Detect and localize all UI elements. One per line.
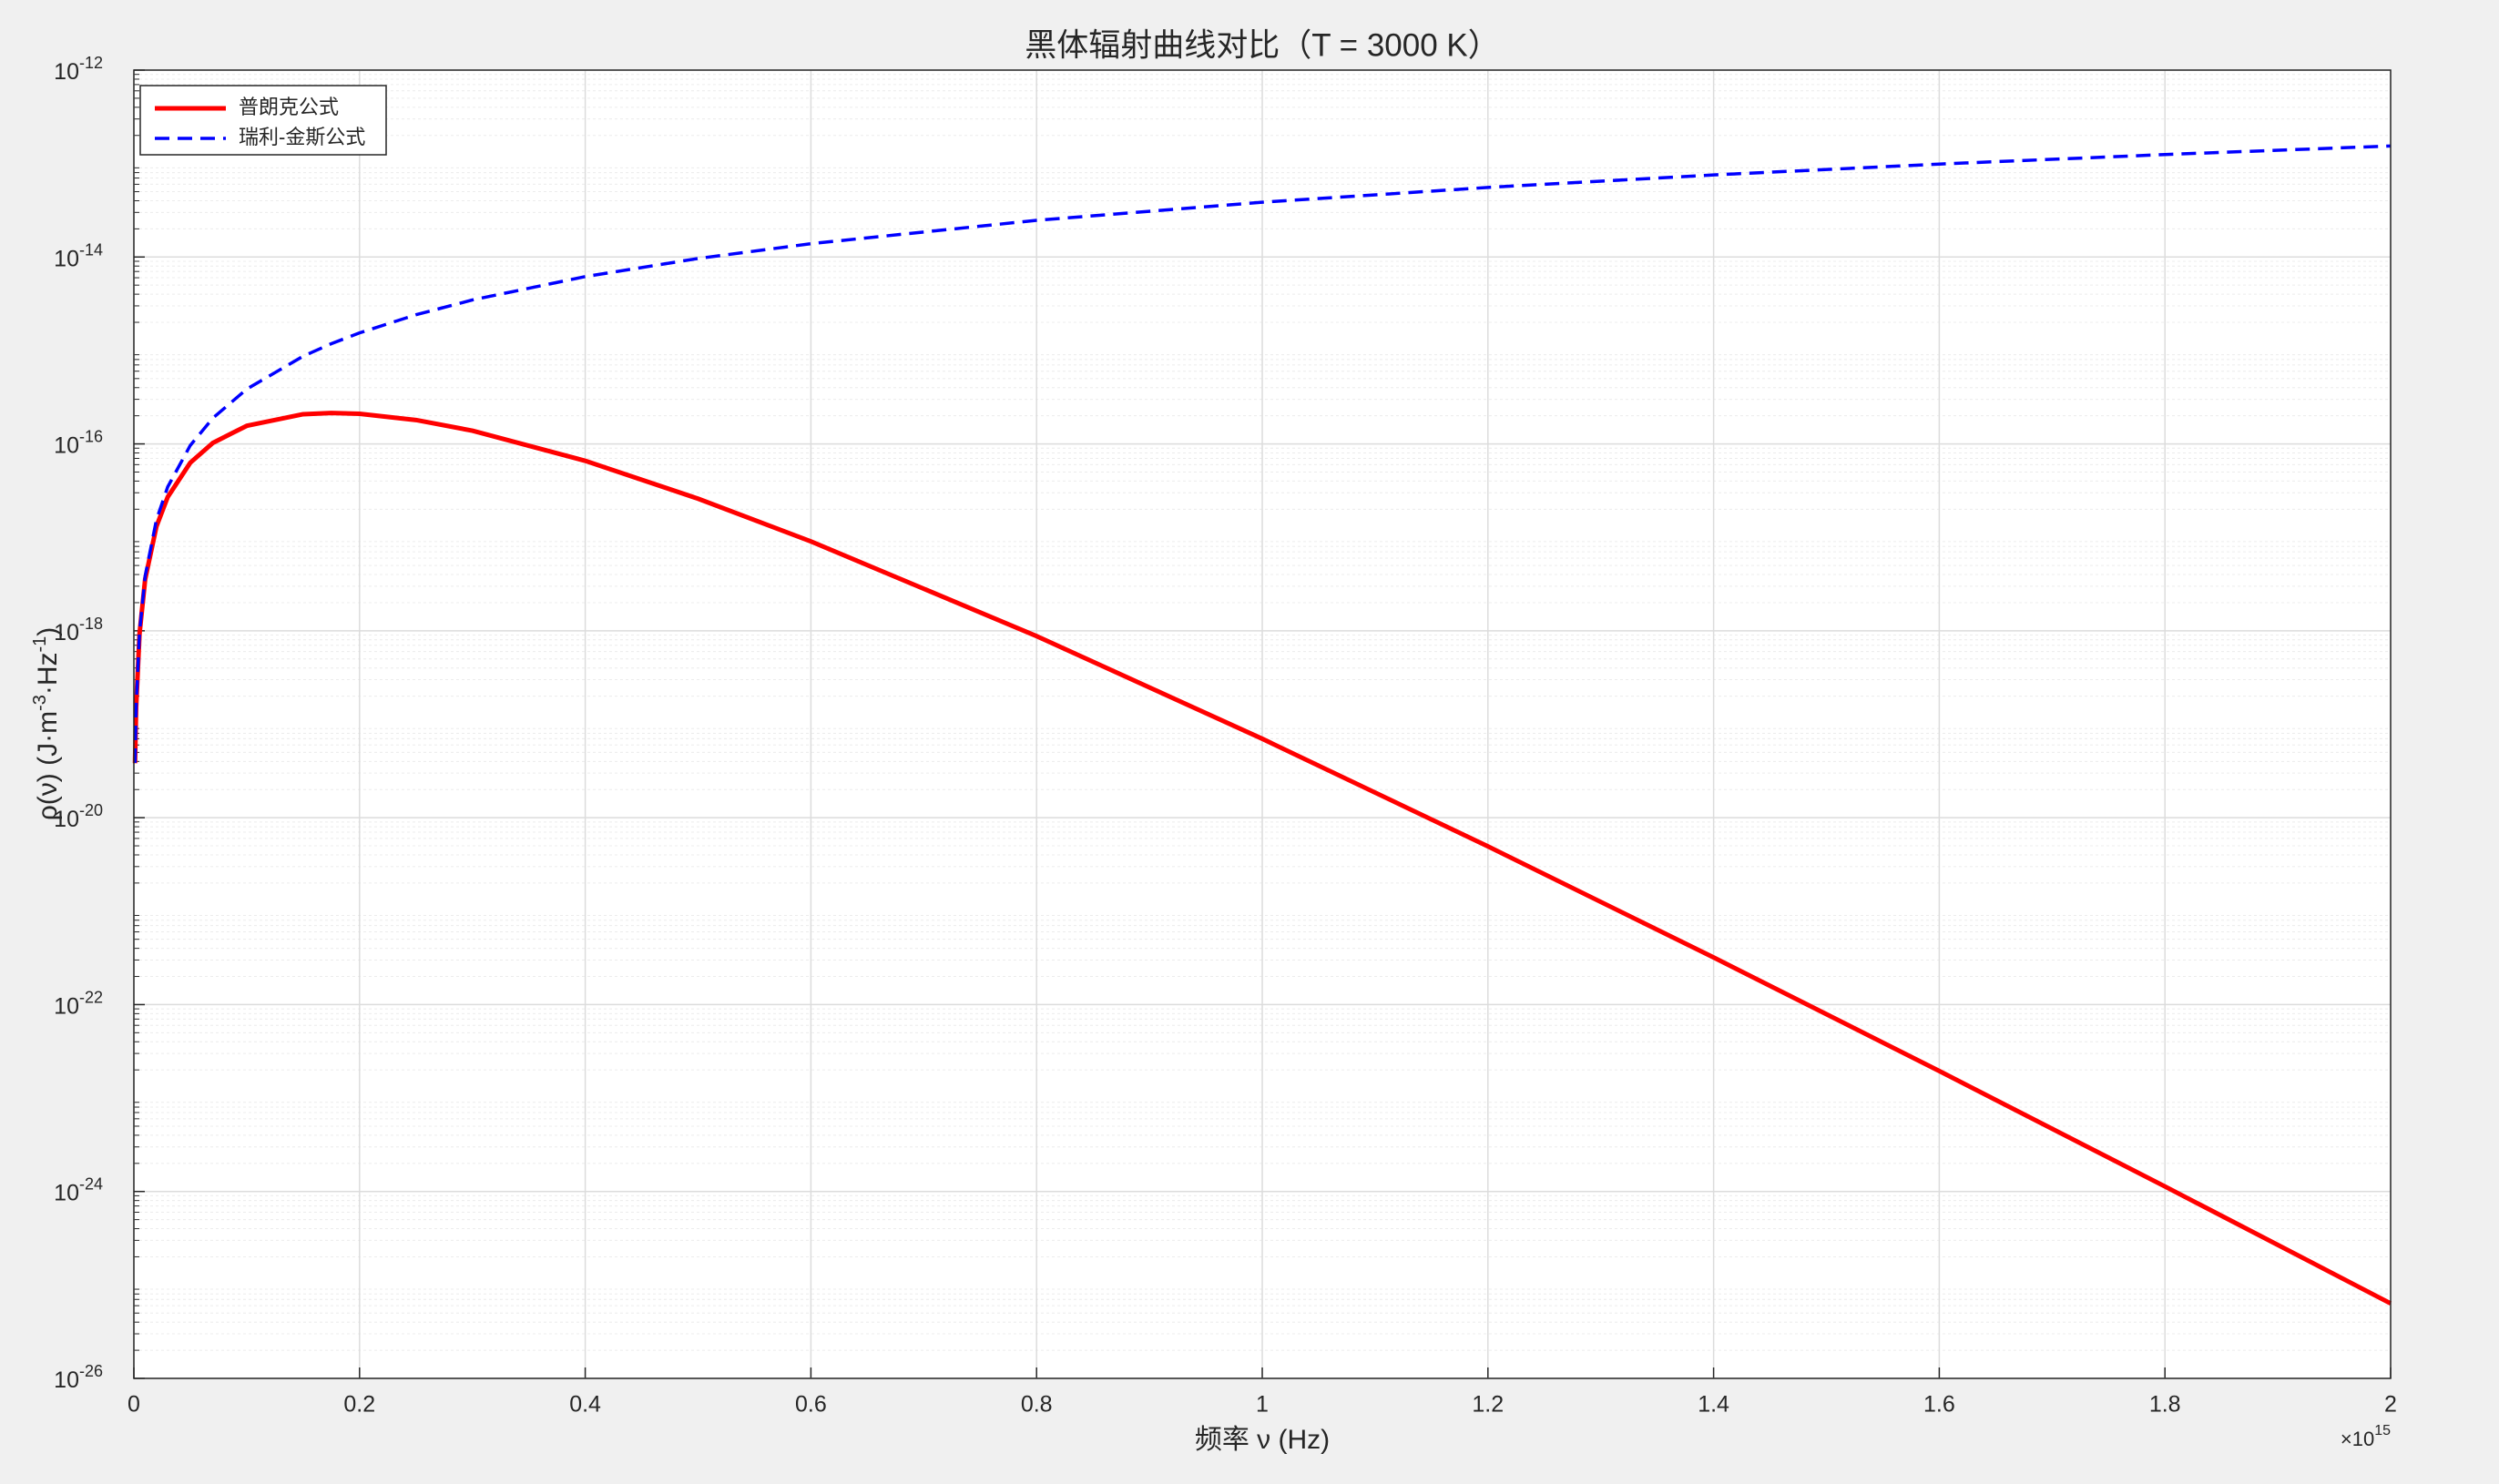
legend-label: 普朗克公式 — [239, 96, 339, 118]
series-line — [133, 144, 2392, 764]
y-tick-label: 10-24 — [54, 1175, 103, 1206]
y-axis-label: ρ(ν) (J·m-3·Hz-1) — [30, 627, 63, 821]
x-tick-label: 0.4 — [569, 1392, 601, 1418]
y-label-part: ) — [33, 627, 63, 636]
y-tick-base: 10 — [54, 59, 79, 85]
y-tick-exponent: -14 — [79, 240, 103, 259]
y-tick-exponent: -20 — [79, 801, 103, 819]
lines — [132, 144, 2392, 1306]
grid — [133, 69, 2392, 1379]
x-tick-label: 1.2 — [1472, 1392, 1504, 1418]
x-tick-label: 1.8 — [2149, 1392, 2181, 1418]
x-tick-label: 0.6 — [795, 1392, 827, 1418]
y-tick-base: 10 — [54, 246, 79, 271]
y-tick-base: 10 — [54, 993, 79, 1019]
y-tick-exponent: -26 — [79, 1362, 103, 1380]
y-tick-base: 10 — [54, 433, 79, 459]
y-tick-exponent: -22 — [79, 988, 103, 1006]
y-label-sup: -3 — [30, 695, 50, 711]
y-tick-label: 10-22 — [54, 988, 103, 1019]
axes-box — [133, 69, 2392, 1379]
y-tick-exponent: -12 — [79, 54, 103, 72]
x-exponent-power: 15 — [2374, 1423, 2391, 1438]
y-tick-exponent: -18 — [79, 615, 103, 633]
x-exponent-base: ×10 — [2341, 1428, 2374, 1450]
y-label-sup: -1 — [30, 636, 50, 653]
y-tick-label: 10-26 — [54, 1362, 103, 1393]
x-tick-label: 2 — [2384, 1392, 2397, 1418]
y-tick-label: 10-20 — [54, 801, 103, 832]
y-tick-base: 10 — [54, 1181, 79, 1206]
y-tick-base: 10 — [54, 807, 79, 832]
labels: 0 0.2 0.4 0.6 0.8 1 1.2 1.4 1.6 1.8 210-2610-2410-… — [54, 54, 2397, 1418]
y-tick-label: 10-18 — [54, 615, 103, 645]
x-axis-label: 频率 ν (Hz) — [1195, 1425, 1330, 1455]
x-tick-label: 1 — [1256, 1392, 1269, 1418]
y-tick-exponent: -16 — [79, 428, 103, 446]
y-tick-label: 10-14 — [54, 240, 103, 271]
legend-label: 瑞利-金斯公式 — [239, 126, 365, 148]
y-tick-base: 10 — [54, 1367, 79, 1393]
x-tick-label: 1.6 — [1923, 1392, 1955, 1418]
x-tick-label: 0.8 — [1021, 1392, 1053, 1418]
y-tick-label: 10-16 — [54, 428, 103, 459]
legend-box — [139, 85, 387, 156]
y-tick-base: 10 — [54, 620, 79, 645]
chart-title: 黑体辐射曲线对比（T = 3000 K） — [1025, 27, 1500, 63]
x-exponent: ×1015 — [2341, 1423, 2391, 1450]
y-tick-label: 10-12 — [54, 54, 103, 85]
y-label-part: ·Hz — [33, 652, 63, 695]
x-tick-label: 1.4 — [1698, 1392, 1729, 1418]
y-label-part: ρ(ν) (J·m — [33, 711, 63, 820]
x-tick-label: 0 — [128, 1392, 140, 1418]
x-tick-label: 0.2 — [343, 1392, 375, 1418]
y-tick-exponent: -24 — [79, 1175, 103, 1194]
